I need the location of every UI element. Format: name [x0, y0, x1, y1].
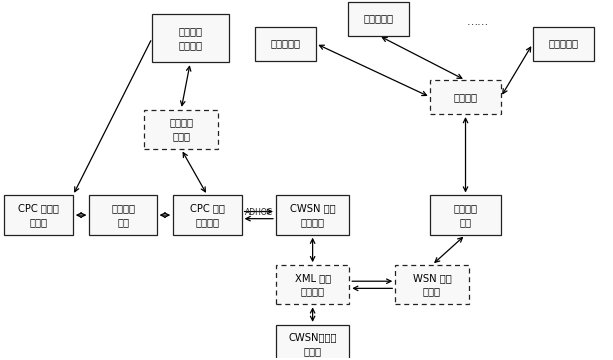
Text: 汇聚节点: 汇聚节点 [454, 92, 478, 102]
Bar [254, 27, 316, 60]
Bar [152, 14, 229, 62]
Bar [430, 195, 501, 235]
Bar [173, 195, 242, 235]
Bar [533, 27, 594, 60]
Bar [430, 80, 501, 114]
Text: CWSN 网络
连接模块: CWSN 网络 连接模块 [290, 203, 335, 227]
Text: ADHOC: ADHOC [245, 208, 273, 217]
Bar [145, 110, 218, 149]
Text: CPC 网络
连接模块: CPC 网络 连接模块 [190, 203, 225, 227]
Text: 气象数据
观测中心: 气象数据 观测中心 [178, 26, 202, 50]
Text: 指令处理
模块: 指令处理 模块 [111, 203, 135, 227]
Text: CPC 自动升
级模块: CPC 自动升 级模块 [18, 203, 59, 227]
Text: ……: …… [466, 17, 489, 27]
Bar [276, 265, 349, 305]
Bar [276, 325, 349, 360]
Bar [276, 195, 349, 235]
Bar [395, 265, 468, 305]
Bar [348, 1, 409, 36]
Text: XML 文件
处理模块: XML 文件 处理模块 [295, 273, 330, 297]
Text: CWSN自动升
级模块: CWSN自动升 级模块 [288, 333, 337, 356]
Text: WSN 包处
理模块: WSN 包处 理模块 [413, 273, 451, 297]
Text: 串口通信
模块: 串口通信 模块 [454, 203, 478, 227]
Bar [89, 195, 157, 235]
Text: 传感器节点: 传感器节点 [270, 39, 300, 49]
Text: 传感器节点: 传感器节点 [549, 39, 579, 49]
Text: 传感器节点: 传感器节点 [364, 14, 394, 23]
Text: 网络自适
应模块: 网络自适 应模块 [169, 117, 193, 141]
Bar [4, 195, 73, 235]
